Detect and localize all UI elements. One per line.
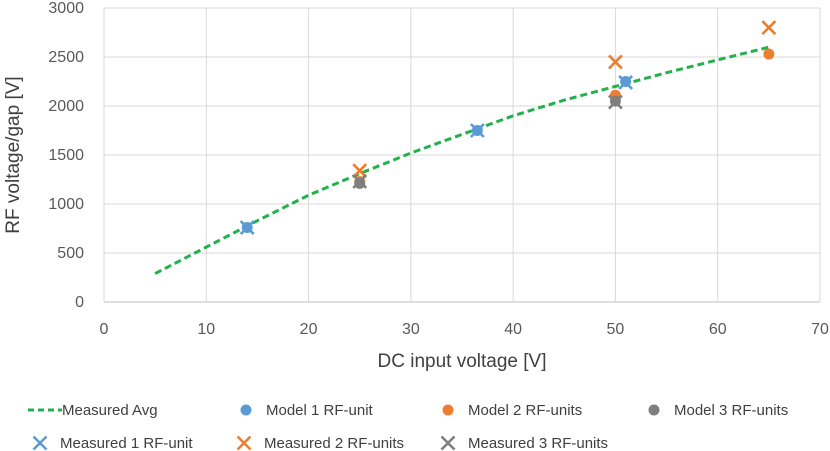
y-tick-label: 2000: [48, 98, 84, 115]
legend-label: Measured Avg: [62, 402, 158, 419]
x-tick-label: 60: [709, 321, 727, 338]
y-axis-ticks: 0 500 1000 1500 2000 2500 3000: [48, 0, 84, 311]
x-tick-label: 0: [100, 321, 109, 338]
legend-item-measured-2-rf-units: Measured 2 RF-units: [236, 435, 404, 451]
legend-item-model-3-rf-units: Model 3 RF-units: [648, 402, 788, 419]
legend-swatch: [236, 435, 252, 451]
x-tick-label: 30: [402, 321, 420, 338]
legend-item-measured-3-rf-units: Measured 3 RF-units: [440, 435, 608, 451]
legend-label: Measured 1 RF-unit: [60, 435, 193, 451]
legend-swatch: [240, 404, 252, 416]
y-tick-label: 3000: [48, 0, 84, 17]
y-tick-label: 2500: [48, 49, 84, 66]
legend-item-model-1-rf-unit: Model 1 RF-unit: [240, 402, 374, 419]
model-3-rf-units-point: [354, 177, 366, 189]
measured-1-rf-unit-point: [469, 123, 485, 138]
x-axis-title: DC input voltage [V]: [378, 351, 547, 372]
x-tick-label: 70: [811, 321, 829, 338]
measured-2-rf-units-point: [352, 163, 368, 179]
x-tick-label: 20: [300, 321, 318, 338]
measured-3-rf-units-point: [352, 174, 368, 189]
measured-2-rf-units-point: [608, 54, 623, 70]
legend-label: Model 2 RF-units: [468, 402, 582, 419]
y-axis-title: RF voltage/gap [V]: [3, 76, 24, 233]
measured-1-rf-unit-point: [239, 220, 255, 235]
legend-label: Measured 2 RF-units: [264, 435, 404, 451]
y-tick-label: 1500: [48, 147, 84, 164]
measured-avg-line: [154, 45, 770, 275]
legend-label: Measured 3 RF-units: [468, 435, 608, 451]
legend-item-measured-1-rf-unit: Measured 1 RF-unit: [32, 435, 193, 451]
measured-3-rf-units-point: [608, 94, 623, 110]
x-tick-label: 40: [504, 321, 522, 338]
legend-item-model-2-rf-units: Model 2 RF-units: [442, 402, 582, 419]
legend-swatch: [442, 404, 454, 416]
y-tick-label: 0: [75, 294, 84, 311]
legend: Measured Avg Model 1 RF-unit Model 2 RF-un…: [28, 402, 788, 451]
legend-swatch: [648, 404, 660, 416]
legend-label: Model 3 RF-units: [674, 402, 788, 419]
legend-swatch: [32, 435, 48, 451]
y-tick-label: 1000: [48, 196, 84, 213]
measured-1-rf-unit-point: [618, 75, 634, 90]
x-tick-label: 10: [197, 321, 215, 338]
measured-2-rf-units-point: [761, 20, 777, 36]
grid: [103, 7, 821, 303]
y-tick-label: 500: [57, 245, 84, 262]
x-tick-label: 50: [607, 321, 625, 338]
plot-area: [154, 20, 777, 275]
x-axis-ticks: 0 10 20 30 40 50 60 70: [100, 321, 829, 338]
legend-swatch: [440, 435, 456, 451]
legend-label: Model 1 RF-unit: [266, 402, 374, 419]
legend-item-measured-avg: Measured Avg: [28, 402, 158, 419]
model-2-rf-units-point: [763, 48, 775, 60]
